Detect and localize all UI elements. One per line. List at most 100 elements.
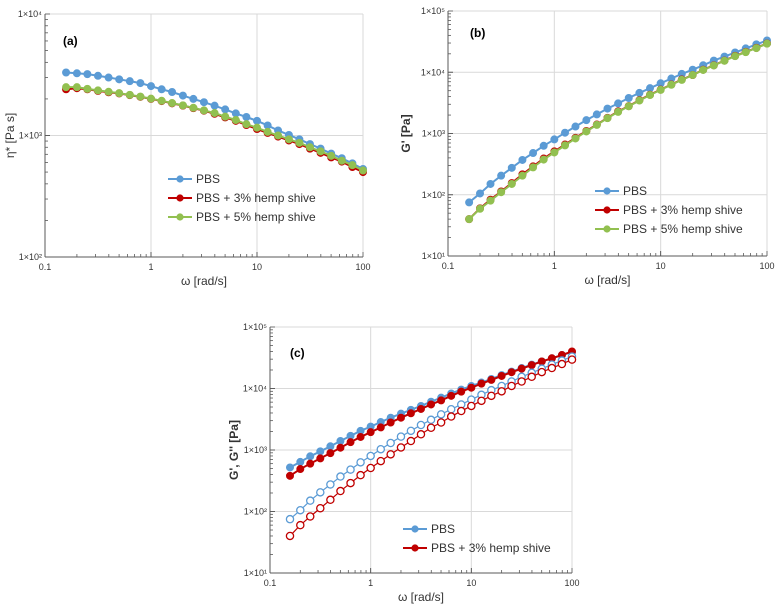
x-tick-label: 10 (656, 261, 666, 271)
data-point (465, 215, 474, 224)
y-tick-label: 1×10² (19, 252, 42, 262)
series-pbs-5-hemp-shive (62, 83, 367, 175)
data-point (263, 127, 272, 136)
data-point (446, 412, 456, 421)
data-point (571, 122, 580, 131)
data-point (537, 367, 547, 377)
legend-marker (411, 544, 419, 552)
x-tick-label: 1 (552, 261, 557, 271)
data-point (720, 56, 729, 65)
y-axis-label: η* [Pa s] (3, 113, 17, 158)
series-line (66, 86, 364, 172)
data-point (305, 496, 315, 505)
data-point (366, 463, 375, 473)
data-point (467, 401, 476, 411)
data-point (136, 79, 145, 88)
data-point (527, 361, 536, 370)
x-tick-label: 10 (252, 262, 262, 272)
data-point (582, 116, 591, 125)
data-point (457, 387, 466, 396)
data-point (635, 88, 644, 97)
data-point (486, 196, 495, 205)
data-point (296, 457, 305, 466)
y-tick-label: 1×10³ (244, 445, 267, 455)
data-point (356, 432, 365, 441)
x-tick-label: 100 (564, 578, 579, 588)
data-point (326, 442, 335, 451)
legend-entry: PBS + 5% hemp shive (595, 222, 743, 236)
data-point (242, 120, 251, 129)
data-point (336, 443, 345, 452)
legend-marker (603, 206, 611, 214)
data-point (517, 377, 526, 386)
data-point (539, 155, 548, 164)
data-point (386, 450, 395, 459)
data-point (487, 391, 496, 401)
data-point (386, 438, 395, 448)
data-point (231, 109, 240, 118)
data-point (635, 96, 644, 105)
y-tick-label: 1×10² (422, 190, 445, 200)
data-point (416, 420, 426, 430)
data-point (476, 189, 485, 198)
data-point (447, 391, 456, 400)
legend-marker (176, 194, 184, 202)
data-point (537, 357, 546, 366)
legend-entry: PBS + 5% hemp shive (168, 210, 316, 224)
data-point (316, 503, 325, 513)
series-line (468, 39, 768, 204)
data-point (115, 89, 124, 98)
legend-label: PBS + 3% hemp shive (623, 203, 743, 217)
data-point (486, 179, 495, 188)
data-point (592, 120, 601, 129)
data-point (178, 91, 187, 100)
data-point (104, 87, 113, 96)
data-point (285, 514, 295, 524)
panel-c: 0.1 1 10 100 1×10¹ 1×10² 1×10³ 1×10⁴ 1×10⁵ ω [rad… (227, 322, 580, 604)
series-line (289, 356, 573, 520)
data-point (416, 404, 425, 413)
data-point (157, 96, 166, 105)
data-point (305, 143, 314, 152)
data-point (252, 116, 261, 125)
data-point (83, 84, 92, 93)
series-pbs-5-hemp-shive (465, 39, 772, 224)
data-point (752, 44, 761, 53)
data-point (624, 93, 633, 102)
data-point (346, 478, 355, 488)
series-pbs (62, 68, 367, 174)
data-point (274, 131, 283, 140)
x-tick-label: 0.1 (39, 262, 52, 272)
data-point (646, 84, 655, 93)
data-point (763, 39, 772, 48)
data-point (356, 470, 365, 480)
data-point (416, 430, 426, 439)
panel-label: (a) (63, 34, 78, 48)
data-point (614, 99, 623, 108)
data-point (507, 381, 516, 391)
data-point (376, 423, 385, 432)
data-point (83, 70, 92, 79)
data-point (497, 371, 506, 380)
data-point (146, 82, 155, 91)
legend-label: PBS + 3% hemp shive (431, 541, 551, 555)
data-point (242, 112, 251, 121)
data-point (476, 204, 485, 213)
data-point (529, 149, 538, 158)
legend-marker (603, 225, 611, 233)
data-point (146, 94, 155, 103)
data-point (497, 188, 506, 197)
data-point (467, 383, 476, 392)
data-point (518, 155, 527, 164)
data-point (550, 135, 559, 144)
y-axis-label: G' [Pa] (399, 114, 413, 152)
data-point (337, 156, 346, 165)
data-point (62, 68, 71, 77)
x-axis-label: ω [rad/s] (398, 590, 444, 604)
y-tick-label: 1×10⁵ (243, 322, 267, 332)
data-point (465, 198, 474, 207)
data-point (125, 90, 134, 99)
data-point (436, 410, 446, 419)
data-point (104, 73, 113, 82)
